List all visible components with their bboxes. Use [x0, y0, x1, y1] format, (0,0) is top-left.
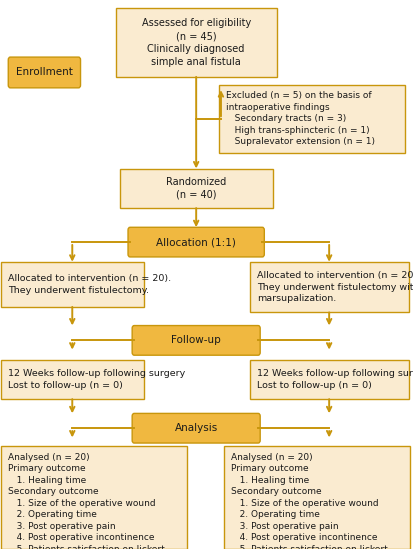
Text: 12 Weeks follow-up following surgery
Lost to follow-up (n = 0): 12 Weeks follow-up following surgery Los…: [257, 369, 413, 390]
Text: Enrollment: Enrollment: [16, 68, 73, 77]
FancyBboxPatch shape: [120, 169, 273, 208]
FancyBboxPatch shape: [250, 262, 409, 312]
Text: 12 Weeks follow-up following surgery
Lost to follow-up (n = 0): 12 Weeks follow-up following surgery Los…: [8, 369, 185, 390]
Text: Randomized
(n = 40): Randomized (n = 40): [166, 177, 226, 200]
FancyBboxPatch shape: [132, 413, 260, 443]
Text: Follow-up: Follow-up: [171, 335, 221, 345]
Text: Assessed for eligibility
(n = 45)
Clinically diagnosed
simple anal fistula: Assessed for eligibility (n = 45) Clinic…: [142, 18, 251, 67]
FancyBboxPatch shape: [1, 360, 144, 399]
FancyBboxPatch shape: [128, 227, 264, 257]
Text: Analysed (n = 20)
Primary outcome
   1. Healing time
Secondary outcome
   1. Siz: Analysed (n = 20) Primary outcome 1. Hea…: [8, 453, 165, 549]
FancyBboxPatch shape: [250, 360, 409, 399]
FancyBboxPatch shape: [1, 262, 144, 307]
FancyBboxPatch shape: [1, 446, 187, 549]
FancyBboxPatch shape: [116, 8, 277, 77]
Text: Allocated to intervention (n = 20).
They underwent fistulectomy with
marsupaliza: Allocated to intervention (n = 20). They…: [257, 271, 413, 303]
Text: Allocation (1:1): Allocation (1:1): [156, 237, 236, 247]
FancyBboxPatch shape: [8, 57, 81, 88]
Text: Analysis: Analysis: [175, 423, 218, 433]
FancyBboxPatch shape: [132, 326, 260, 355]
Text: Excluded (n = 5) on the basis of
intraoperative findings
   Secondary tracts (n : Excluded (n = 5) on the basis of intraop…: [226, 92, 375, 146]
Text: Analysed (n = 20)
Primary outcome
   1. Healing time
Secondary outcome
   1. Siz: Analysed (n = 20) Primary outcome 1. Hea…: [231, 453, 388, 549]
Text: Allocated to intervention (n = 20).
They underwent fistulectomy.: Allocated to intervention (n = 20). They…: [8, 274, 171, 295]
FancyBboxPatch shape: [219, 85, 405, 153]
FancyBboxPatch shape: [224, 446, 410, 549]
